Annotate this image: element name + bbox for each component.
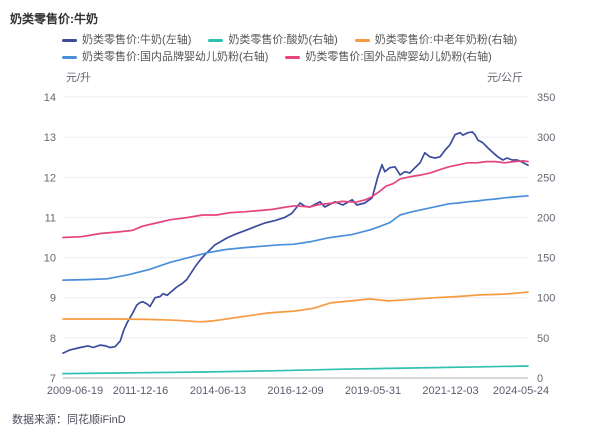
legend-line-marker-icon (354, 38, 370, 42)
series-line-domestic-infant-formula (62, 194, 529, 281)
left-axis-unit: 元/升 (66, 72, 92, 84)
series-line-middle-aged-milk-powder (62, 291, 529, 323)
legend-item-domestic-infant-formula[interactable]: 奶类零售价:国内品牌婴幼儿奶粉(右轴) (62, 50, 268, 64)
data-source-caption: 数据来源：同花顺iFinD (12, 414, 126, 426)
chart-legend: 奶类零售价:牛奶(左轴) 奶类零售价:酸奶(右轴) 奶类零售价:中老年奶粉(右轴) 奶… (62, 33, 517, 64)
series-line-milk (62, 131, 529, 354)
series-line-yogurt (62, 365, 529, 375)
y-left-tick-label: 9 (50, 293, 56, 305)
y-left-tick-label: 7 (50, 373, 56, 385)
y-right-tick-label: 300 (537, 132, 555, 144)
legend-item-milk[interactable]: 奶类零售价:牛奶(左轴) (62, 33, 191, 47)
legend-label: 奶类零售价:牛奶(左轴) (82, 34, 192, 46)
legend-item-yogurt[interactable]: 奶类零售价:酸奶(右轴) (208, 33, 338, 47)
page-title: 奶类零售价:牛奶 (10, 12, 98, 26)
y-left-tick-label: 11 (45, 212, 56, 224)
y-left-tick-label: 13 (44, 132, 56, 144)
legend-item-foreign-infant-formula[interactable]: 奶类零售价:国外品牌婴幼儿奶粉(右轴) (285, 50, 492, 64)
legend-row: 奶类零售价:牛奶(左轴) 奶类零售价:酸奶(右轴) 奶类零售价:中老年奶粉(右轴) (62, 33, 517, 47)
x-tick-label: 2016-12-09 (267, 385, 323, 397)
y-right-tick-label: 350 (537, 92, 555, 104)
legend-item-middle-aged-milk-powder[interactable]: 奶类零售价:中老年奶粉(右轴) (354, 33, 518, 47)
legend-label: 奶类零售价:国外品牌婴幼儿奶粉(右轴) (305, 51, 492, 63)
series-line-foreign-infant-formula (62, 159, 529, 239)
legend-line-marker-icon (208, 38, 224, 42)
x-tick-label: 2009-06-19 (47, 385, 103, 397)
legend-label: 奶类零售价:国内品牌婴幼儿奶粉(右轴) (82, 51, 269, 63)
legend-line-marker-icon (285, 55, 301, 59)
y-right-tick-label: 50 (537, 333, 549, 345)
y-left-tick-label: 14 (44, 92, 56, 104)
y-right-tick-label: 100 (537, 293, 555, 305)
x-tick-label: 2024-05-24 (493, 385, 549, 397)
y-left-tick-label: 10 (44, 253, 56, 265)
y-right-tick-label: 250 (537, 172, 555, 184)
legend-row: 奶类零售价:国内品牌婴幼儿奶粉(右轴) 奶类零售价:国外品牌婴幼儿奶粉(右轴) (62, 50, 517, 64)
legend-label: 奶类零售价:中老年奶粉(右轴) (374, 34, 518, 46)
right-axis-unit: 元/公斤 (487, 72, 524, 84)
legend-line-marker-icon (62, 55, 77, 59)
y-left-tick-label: 8 (50, 333, 56, 345)
y-right-tick-label: 150 (537, 253, 555, 265)
y-right-tick-label: 200 (537, 212, 555, 224)
x-tick-label: 2019-05-31 (345, 385, 401, 397)
legend-label: 奶类零售价:酸奶(右轴) (228, 34, 338, 46)
y-right-tick-label: 0 (537, 373, 543, 385)
legend-line-marker-icon (62, 38, 77, 42)
x-tick-label: 2014-06-13 (190, 385, 246, 397)
y-left-tick-label: 12 (44, 172, 56, 184)
x-tick-label: 2011-12-16 (113, 385, 168, 397)
x-tick-label: 2021-12-03 (422, 385, 478, 397)
